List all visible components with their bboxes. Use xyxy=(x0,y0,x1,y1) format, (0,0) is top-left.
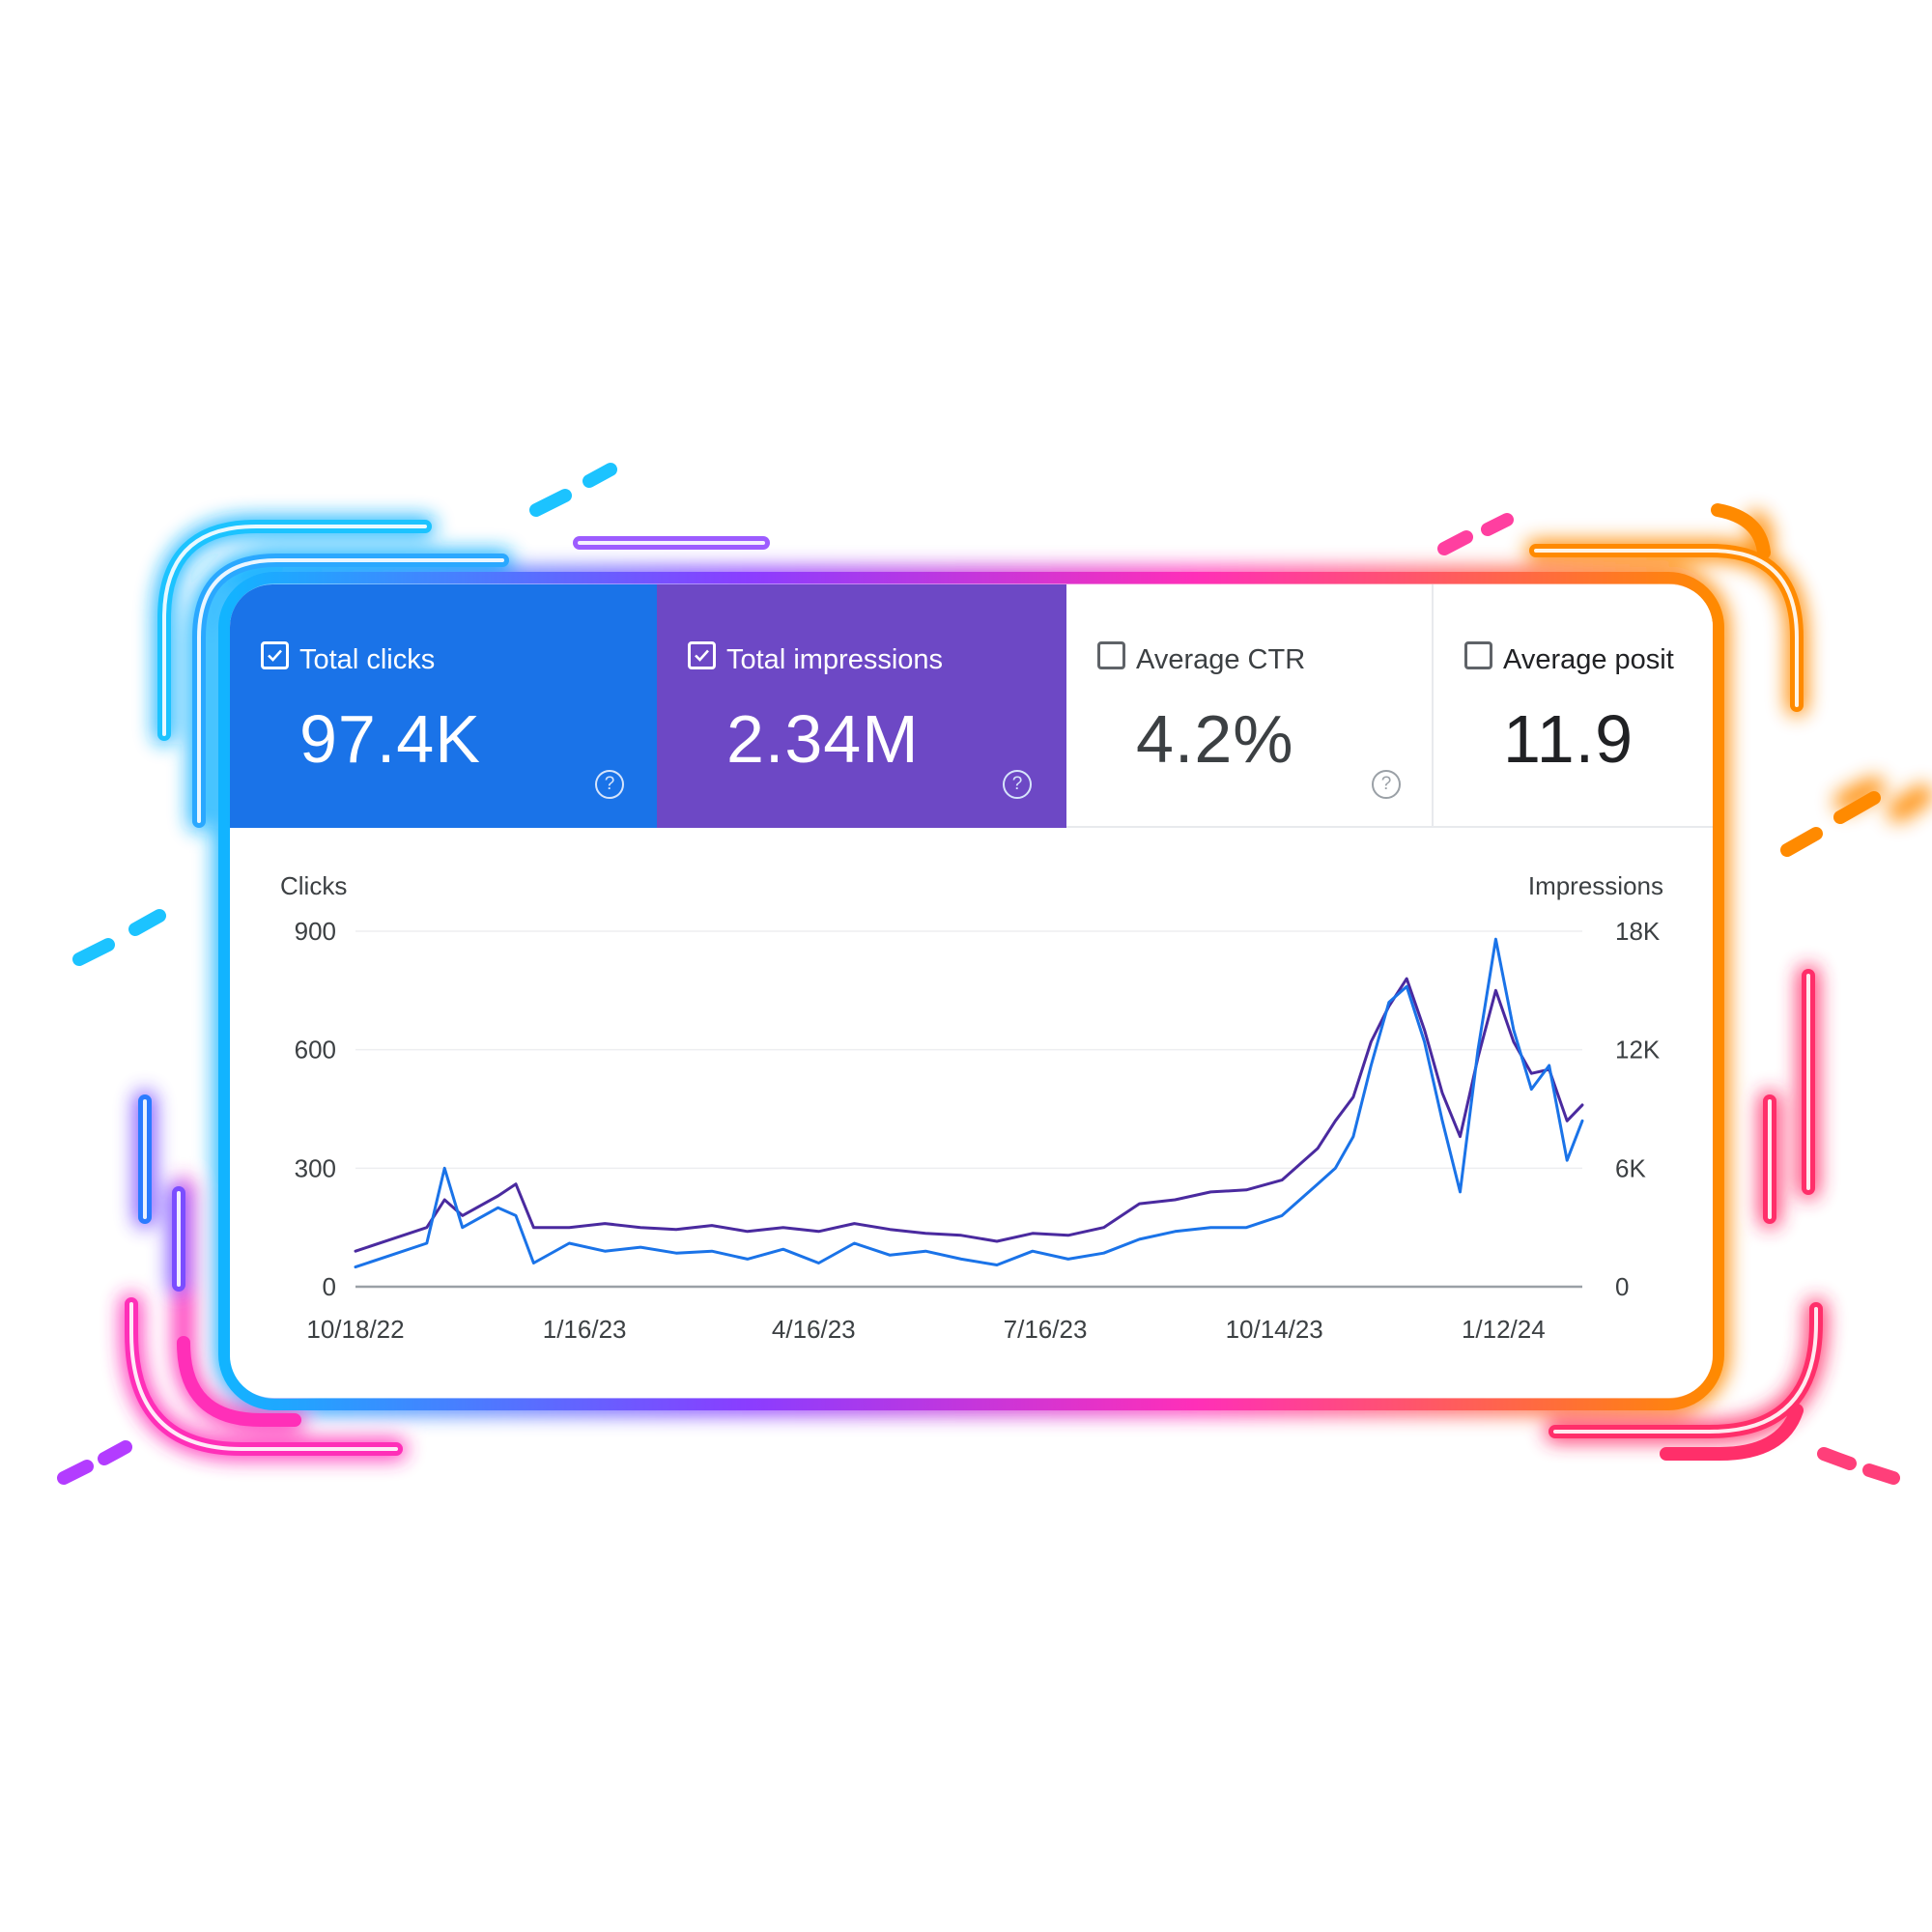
metric-label: Average CTR xyxy=(1136,644,1306,675)
x-tick-label: 10/18/22 xyxy=(306,1315,404,1344)
x-tick-label: 1/12/24 xyxy=(1462,1315,1546,1344)
series-lines xyxy=(354,937,1584,1269)
metric-label: Total clicks xyxy=(299,644,436,675)
help-icon[interactable]: ? xyxy=(1003,770,1032,799)
x-tick-label: 7/16/23 xyxy=(1004,1315,1088,1344)
y-tick-label-left: 600 xyxy=(295,1036,336,1065)
y-tick-label-left: 900 xyxy=(295,917,336,946)
metric-tile-total-clicks[interactable]: Total clicks 97.4K ? xyxy=(230,584,657,828)
grid-lines xyxy=(355,930,1582,1289)
checkbox-unchecked-icon[interactable] xyxy=(1464,641,1492,669)
metric-tiles: Total clicks 97.4K ? Total impressions 2… xyxy=(230,584,1713,828)
performance-card: Total clicks 97.4K ? Total impressions 2… xyxy=(230,584,1713,1398)
metric-tile-total-impressions[interactable]: Total impressions 2.34M ? xyxy=(657,584,1066,828)
impressions-series-line xyxy=(354,977,1584,1253)
clicks-series-line xyxy=(354,937,1584,1269)
axis-ticks: 900 18K 600 12K 300 6K 0 0 10/18/22 1/16/23 4/16/2… xyxy=(295,917,1661,1344)
metric-value: 97.4K xyxy=(299,701,481,777)
y-tick-label-right: 12K xyxy=(1615,1036,1661,1065)
neon-core-layer xyxy=(129,525,1818,1451)
metric-value: 4.2% xyxy=(1136,701,1294,777)
metric-tile-average-position[interactable]: Average posit 11.9 xyxy=(1434,584,1713,828)
x-tick-label: 10/14/23 xyxy=(1226,1315,1323,1344)
checkbox-unchecked-icon[interactable] xyxy=(1097,641,1125,669)
y-tick-label-right: 0 xyxy=(1615,1272,1629,1301)
y-tick-label-right: 18K xyxy=(1615,917,1661,946)
help-icon[interactable]: ? xyxy=(595,770,624,799)
x-tick-label: 4/16/23 xyxy=(772,1315,856,1344)
metric-label: Average posit xyxy=(1503,644,1674,675)
y-tick-label-right: 6K xyxy=(1615,1153,1646,1182)
checkbox-checked-icon[interactable] xyxy=(688,641,716,669)
metric-value: 2.34M xyxy=(726,701,920,777)
metric-value: 11.9 xyxy=(1503,701,1634,777)
y-tick-label-left: 300 xyxy=(295,1153,336,1182)
checkbox-checked-icon[interactable] xyxy=(261,641,289,669)
metric-tile-average-ctr[interactable]: Average CTR 4.2% ? xyxy=(1066,584,1434,828)
x-tick-label: 1/16/23 xyxy=(543,1315,627,1344)
metric-label: Total impressions xyxy=(726,644,944,675)
y-tick-label-left: 0 xyxy=(323,1272,336,1301)
y-axis-left-title: Clicks xyxy=(280,871,347,900)
help-icon[interactable]: ? xyxy=(1372,770,1401,799)
y-axis-right-title: Impressions xyxy=(1528,871,1663,900)
performance-chart: Clicks Impressions 900 18K 600 12K 300 6K 0 0 10… xyxy=(280,871,1663,1344)
